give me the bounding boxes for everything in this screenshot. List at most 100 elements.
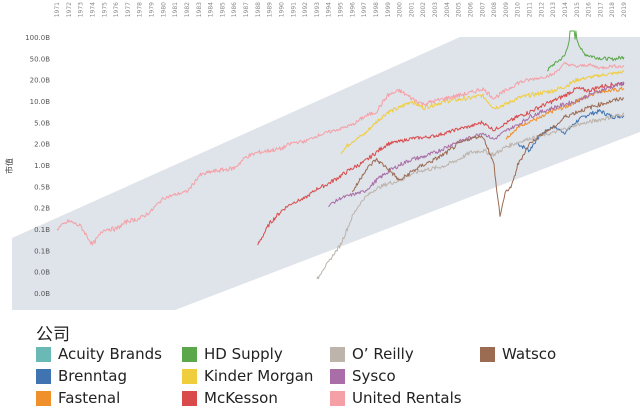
x-tick-label: 1971 — [54, 2, 61, 17]
x-tick-label: 2018 — [609, 2, 616, 17]
x-tick-label: 1992 — [302, 2, 309, 17]
series-line-united-rentals — [56, 61, 625, 246]
legend-item[interactable]: O’ Reilly — [330, 345, 414, 363]
x-tick-label: 1984 — [208, 2, 215, 17]
legend-swatch — [182, 390, 197, 406]
series-line-o-reilly — [316, 112, 625, 280]
x-tick-label: 2013 — [550, 2, 557, 17]
legend-swatch — [36, 346, 51, 362]
series-line-kinder-morgan — [340, 70, 625, 155]
y-tick-label: 5.0B — [34, 119, 50, 127]
legend-swatch — [36, 390, 51, 406]
y-tick-label: 0.1B — [34, 247, 50, 255]
x-tick-label: 1987 — [243, 2, 250, 17]
legend-label: Sysco — [352, 367, 396, 385]
x-tick-label: 1978 — [137, 2, 144, 17]
legend-label: Kinder Morgan — [204, 367, 314, 385]
x-tick-label: 1986 — [231, 2, 238, 17]
series-line-mckesson — [257, 81, 625, 246]
legend-item[interactable]: Sysco — [330, 367, 396, 385]
x-tick-label: 2001 — [408, 2, 415, 17]
legend: Acuity Brands Brenntag Fastenal HD Supply Ki… — [36, 345, 636, 415]
legend-label: HD Supply — [204, 345, 283, 363]
x-tick-label: 1990 — [278, 2, 285, 17]
legend-item[interactable]: Fastenal — [36, 389, 120, 407]
y-tick-label: 10.0B — [30, 98, 51, 106]
legend-item[interactable]: Kinder Morgan — [182, 367, 313, 385]
x-tick-label: 1996 — [349, 2, 356, 17]
market-cap-line-chart: 1971 1972 1973 1974 1975 1976 1977 1978 1979 1980… — [4, 2, 640, 310]
x-tick-label: 1975 — [101, 2, 108, 17]
y-tick-label: 0.0B — [34, 290, 50, 298]
legend-label: O’ Reilly — [352, 345, 414, 363]
legend-swatch — [182, 346, 197, 362]
x-tick-label: 1977 — [125, 2, 132, 17]
x-tick-label: 1995 — [338, 2, 345, 17]
legend-swatch — [36, 368, 51, 384]
legend-swatch — [182, 368, 197, 384]
x-tick-label: 2011 — [527, 2, 534, 17]
y-tick-label: 0.0B — [34, 269, 50, 277]
x-tick-label: 1991 — [290, 2, 297, 17]
x-axis-ticks: 1971 1972 1973 1974 1975 1976 1977 1978 1979 1980… — [54, 2, 628, 17]
x-tick-label: 2006 — [467, 2, 474, 17]
x-tick-label: 2008 — [491, 2, 498, 17]
x-tick-label: 2003 — [432, 2, 439, 17]
series-line-hd-supply — [547, 30, 625, 72]
legend-swatch — [330, 368, 345, 384]
x-tick-label: 2004 — [444, 2, 451, 17]
legend-label: Watsco — [502, 345, 557, 363]
legend-item[interactable]: HD Supply — [182, 345, 283, 363]
legend-item[interactable]: Brenntag — [36, 367, 127, 385]
x-tick-label: 1979 — [149, 2, 156, 17]
y-tick-label: 100.0B — [25, 34, 50, 42]
legend-item[interactable]: McKesson — [182, 389, 278, 407]
legend-label: United Rentals — [352, 389, 462, 407]
y-tick-label: 0.2B — [34, 205, 50, 213]
x-tick-label: 2017 — [597, 2, 604, 17]
x-tick-label: 1981 — [172, 2, 179, 17]
x-tick-label: 1989 — [267, 2, 274, 17]
y-axis-ticks: 100.0B 50.0B 20.0B 10.0B 5.0B 2.0B 1.0B 0.5B 0.2… — [25, 34, 50, 298]
series-line-watsco — [351, 97, 625, 217]
x-tick-label: 1973 — [78, 2, 85, 17]
legend-title: 公司 — [36, 325, 70, 345]
y-tick-label: 2.0B — [34, 141, 50, 149]
x-tick-label: 2012 — [538, 2, 545, 17]
series-line-sysco — [328, 81, 625, 208]
x-tick-label: 1983 — [196, 2, 203, 17]
x-tick-label: 2016 — [586, 2, 593, 17]
x-tick-label: 1976 — [113, 2, 120, 17]
x-tick-label: 1998 — [373, 2, 380, 17]
x-tick-label: 1982 — [184, 2, 191, 17]
legend-item[interactable]: Watsco — [480, 345, 556, 363]
y-tick-label: 0.1B — [34, 226, 50, 234]
x-tick-label: 2005 — [456, 2, 463, 17]
legend-label: Fastenal — [58, 389, 121, 407]
x-tick-label: 1972 — [66, 2, 73, 17]
x-tick-label: 1997 — [361, 2, 368, 17]
y-tick-label: 50.0B — [30, 55, 51, 63]
chart-band — [12, 37, 640, 310]
series-line-fastenal — [505, 86, 625, 140]
x-tick-label: 2010 — [515, 2, 522, 17]
x-tick-label: 1988 — [255, 2, 262, 17]
x-tick-label: 1974 — [89, 2, 96, 17]
x-tick-label: 2000 — [397, 2, 404, 17]
x-tick-label: 1985 — [219, 2, 226, 17]
y-tick-label: 20.0B — [30, 77, 51, 85]
x-tick-label: 1999 — [385, 2, 392, 17]
legend-swatch — [480, 346, 495, 362]
x-tick-label: 1980 — [160, 2, 167, 17]
legend-swatch — [330, 390, 345, 406]
legend-item[interactable]: United Rentals — [330, 389, 462, 407]
x-tick-label: 2015 — [574, 2, 581, 17]
x-tick-label: 2019 — [621, 2, 628, 17]
legend-swatch — [330, 346, 345, 362]
y-tick-label: 0.5B — [34, 183, 50, 191]
x-tick-label: 2014 — [562, 2, 569, 17]
legend-item[interactable]: Acuity Brands — [36, 345, 162, 363]
legend-label: McKesson — [204, 389, 278, 407]
y-axis-label: 市值 — [4, 158, 14, 174]
x-tick-label: 2007 — [479, 2, 486, 17]
